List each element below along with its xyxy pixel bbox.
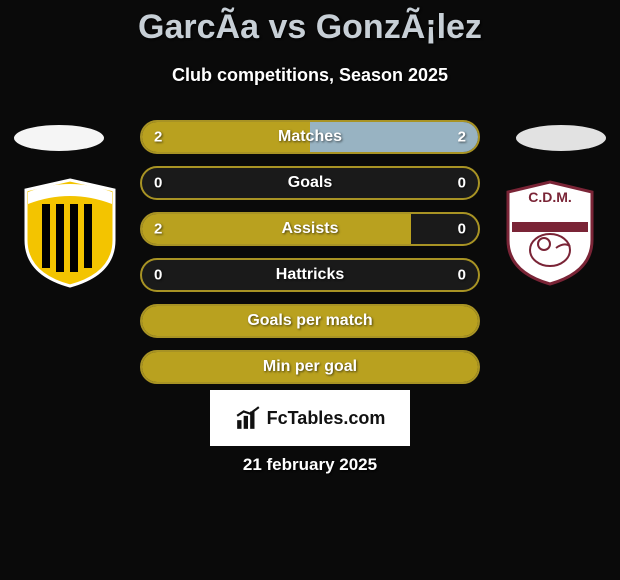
stat-fill-left [142, 214, 411, 244]
page-title: GarcÃ­a vs GonzÃ¡lez [0, 0, 620, 47]
shield-icon [20, 178, 120, 288]
stat-row: 2 0 Assists [140, 212, 480, 246]
stat-value-right: 2 [458, 129, 466, 146]
shield-icon: C.D.M. [500, 178, 600, 288]
stat-value-right: 0 [458, 175, 466, 192]
date-text: 21 february 2025 [0, 455, 620, 475]
stat-label: Goals [288, 174, 332, 192]
stat-label: Matches [278, 128, 342, 146]
brand-badge: FcTables.com [210, 390, 410, 446]
team-logo-left [20, 178, 120, 288]
brand-text: FcTables.com [267, 408, 386, 429]
stat-label: Assists [282, 220, 339, 238]
stat-value-right: 0 [458, 267, 466, 284]
stat-row: Min per goal [140, 350, 480, 384]
stat-value-left: 2 [154, 221, 162, 238]
stat-value-left: 2 [154, 129, 162, 146]
stat-row: 2 2 Matches [140, 120, 480, 154]
stat-value-left: 0 [154, 175, 162, 192]
stat-value-left: 0 [154, 267, 162, 284]
stat-row: Goals per match [140, 304, 480, 338]
stat-label: Hattricks [276, 266, 344, 284]
player-marker-left [14, 125, 104, 151]
player-marker-right [516, 125, 606, 151]
team-logo-right: C.D.M. [500, 178, 600, 288]
stat-row: 0 0 Hattricks [140, 258, 480, 292]
stat-label: Min per goal [263, 358, 357, 376]
svg-text:C.D.M.: C.D.M. [528, 189, 572, 205]
chart-icon [235, 405, 261, 431]
stat-row: 0 0 Goals [140, 166, 480, 200]
stat-value-right: 0 [458, 221, 466, 238]
stats-panel: 2 2 Matches 0 0 Goals 2 0 Assists 0 0 Hattricks Goal… [140, 120, 480, 396]
subtitle: Club competitions, Season 2025 [0, 65, 620, 86]
stat-label: Goals per match [247, 312, 372, 330]
